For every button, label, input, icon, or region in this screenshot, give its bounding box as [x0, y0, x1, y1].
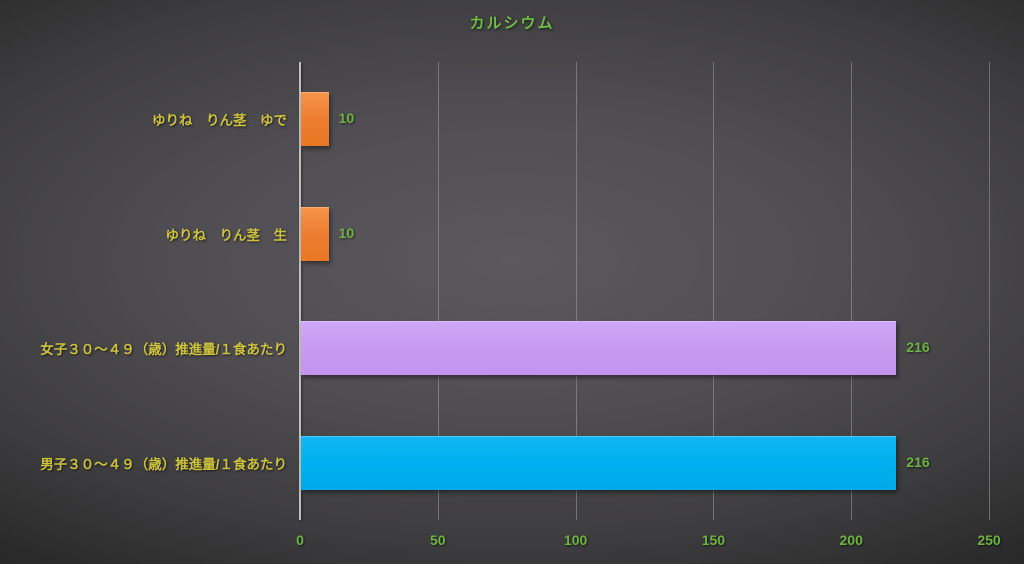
data-bar: [301, 206, 329, 261]
data-bar: [301, 92, 329, 147]
value-label: 216: [906, 339, 930, 356]
value-label: 216: [906, 453, 930, 470]
category-label: ゆりね りん茎 ゆで: [152, 113, 287, 129]
x-axis-tick-label: 250: [977, 532, 1001, 548]
category-label: 女子３０～４９（歳）推進量/１食あたり: [40, 342, 287, 358]
x-axis-tick-label: 150: [701, 532, 726, 548]
y-axis-line: [299, 62, 301, 520]
value-label: 10: [338, 110, 355, 127]
chart-title: カルシウム: [469, 15, 555, 32]
x-axis-tick-label: 100: [563, 532, 588, 548]
x-axis-tick-label: 50: [430, 532, 446, 548]
vertical-gridline: [575, 62, 577, 520]
category-label: 男子３０～４９（歳）推進量/１食あたり: [40, 456, 287, 472]
data-bar: [301, 321, 897, 376]
data-bar: [301, 435, 897, 490]
vertical-gridline: [713, 62, 715, 520]
vertical-gridline: [989, 62, 990, 520]
value-label: 10: [338, 224, 355, 241]
category-label: ゆりね りん茎 生: [165, 227, 288, 243]
vertical-gridline: [851, 62, 853, 520]
x-axis-tick-label: 0: [296, 532, 304, 548]
x-axis-tick-label: 200: [839, 532, 863, 548]
vertical-gridline: [437, 62, 439, 520]
